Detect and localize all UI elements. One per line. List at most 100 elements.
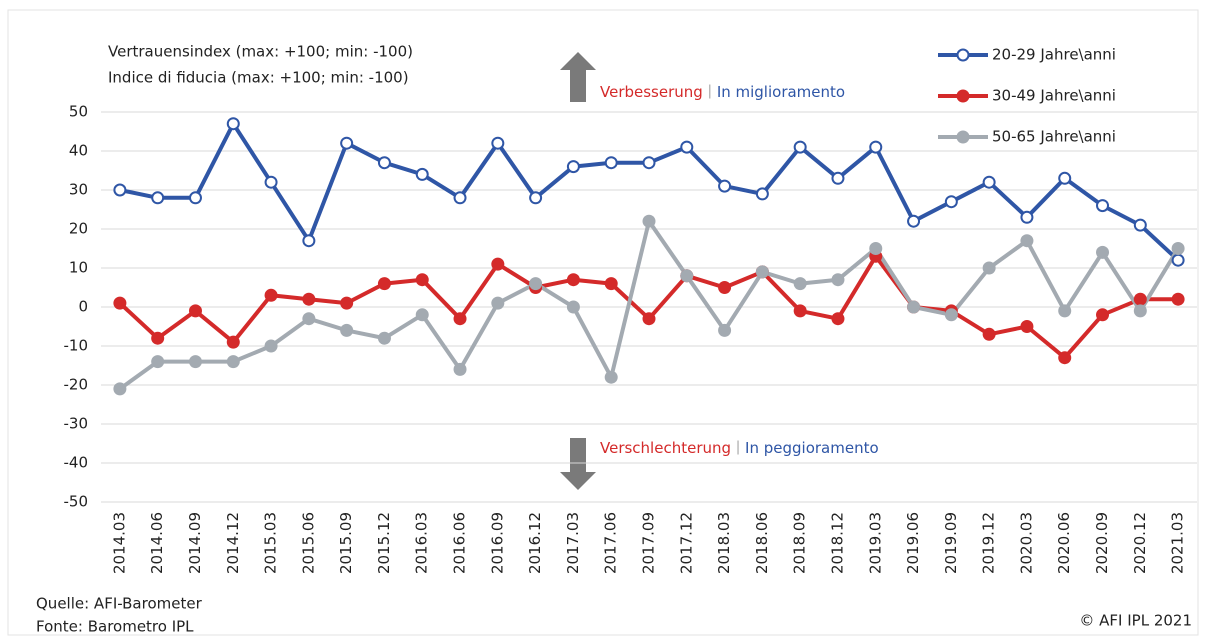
y-tick-label: 40 <box>69 142 88 160</box>
marker <box>1058 304 1072 318</box>
marker <box>793 277 807 291</box>
annotation-it: In peggioramento <box>745 439 879 457</box>
marker <box>264 175 278 189</box>
x-tick-label: 2016.12 <box>526 512 544 574</box>
marker <box>718 323 732 337</box>
marker <box>1096 199 1110 213</box>
marker <box>718 281 732 294</box>
marker <box>793 304 807 318</box>
marker <box>982 261 996 275</box>
marker <box>113 183 127 197</box>
marker <box>453 191 467 205</box>
marker <box>755 265 769 279</box>
marker <box>1058 171 1072 185</box>
marker <box>831 312 845 326</box>
y-tick-label: 20 <box>69 220 88 238</box>
x-tick-label: 2020.06 <box>1055 512 1073 574</box>
y-tick-label: -10 <box>64 337 89 355</box>
legend-label: 50-65 Jahre\anni <box>992 128 1116 146</box>
legend-marker <box>956 130 970 144</box>
marker <box>151 191 165 205</box>
marker <box>642 312 656 326</box>
chart-title: Vertrauensindex (max: +100; min: -100) <box>108 43 413 61</box>
marker <box>642 156 656 170</box>
marker <box>1058 351 1072 365</box>
x-tick-label: 2017.09 <box>640 512 658 574</box>
marker <box>566 300 580 314</box>
marker <box>1133 292 1147 306</box>
annotation: Verschlechterung In peggioramento <box>600 439 879 457</box>
annotation-de: Verbesserung <box>600 83 703 101</box>
marker <box>453 312 467 326</box>
marker <box>529 191 543 205</box>
marker <box>944 195 958 209</box>
marker <box>1171 242 1185 255</box>
series-line <box>118 219 1180 391</box>
x-tick-label: 2020.03 <box>1017 512 1035 574</box>
marker <box>1020 320 1034 333</box>
marker <box>642 214 656 228</box>
source: Quelle: AFI-Barometer <box>36 595 203 613</box>
marker <box>226 117 240 131</box>
x-tick-label: 2018.12 <box>828 512 846 574</box>
marker <box>1171 253 1185 267</box>
marker <box>1096 245 1110 259</box>
legend-label: 20-29 Jahre\anni <box>992 46 1116 64</box>
x-tick-label: 2019.03 <box>866 512 884 574</box>
marker <box>113 296 127 310</box>
marker <box>491 136 505 150</box>
legend-label: 30-49 Jahre\anni <box>992 87 1116 105</box>
marker <box>793 140 807 154</box>
marker <box>1133 304 1147 318</box>
y-tick-label: 30 <box>69 181 88 199</box>
marker <box>302 312 316 326</box>
marker <box>264 339 278 353</box>
marker <box>1133 218 1147 232</box>
marker <box>907 300 921 314</box>
x-tick-label: 2015.03 <box>262 512 280 574</box>
marker <box>831 273 845 287</box>
chart-title: Indice di fiducia (max: +100; min: -100) <box>108 69 409 87</box>
marker <box>907 214 921 228</box>
annotation: Verbesserung In miglioramento <box>600 83 845 101</box>
marker <box>377 331 391 345</box>
marker <box>340 296 354 310</box>
marker <box>453 362 467 376</box>
x-tick-label: 2014.09 <box>186 512 204 574</box>
marker <box>982 175 996 189</box>
legend-marker <box>956 48 970 62</box>
marker <box>226 355 240 369</box>
y-tick-label: -50 <box>64 493 89 511</box>
frame <box>7 9 1199 636</box>
marker <box>566 160 580 174</box>
marker <box>1171 292 1185 306</box>
y-tick-label: -40 <box>64 454 89 472</box>
x-tick-label: 2014.06 <box>148 512 166 574</box>
up-arrow <box>560 52 596 102</box>
x-tick-label: 2014.12 <box>224 512 242 574</box>
marker <box>415 167 429 181</box>
x-tick-label: 2021.03 <box>1169 512 1187 574</box>
marker <box>226 335 240 349</box>
marker <box>680 140 694 154</box>
marker <box>869 140 883 154</box>
y-tick-label: -20 <box>64 376 89 394</box>
x-tick-label: 2020.12 <box>1131 512 1149 574</box>
marker <box>151 331 165 345</box>
marker <box>188 355 202 369</box>
x-tick-label: 2016.09 <box>488 512 506 574</box>
annotation-it: In miglioramento <box>717 83 845 101</box>
x-tick-label: 2018.09 <box>791 512 809 574</box>
copyright: © AFI IPL 2021 <box>1079 612 1192 630</box>
x-tick-label: 2016.06 <box>451 512 469 574</box>
y-tick-label: 10 <box>69 259 88 277</box>
marker <box>302 292 316 306</box>
x-tick-label: 2018.03 <box>715 512 733 574</box>
x-tick-label: 2015.12 <box>375 512 393 574</box>
x-tick-label: 2014.03 <box>110 512 128 574</box>
marker <box>302 234 316 248</box>
x-tick-label: 2019.12 <box>980 512 998 574</box>
marker <box>982 327 996 341</box>
marker <box>718 179 732 193</box>
